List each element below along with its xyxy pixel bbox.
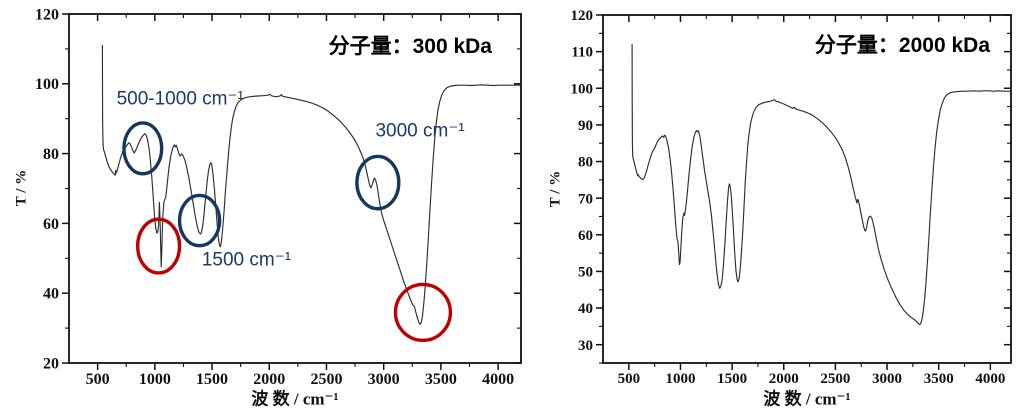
annotation-500-1000-band: 500-1000 cm⁻¹ — [116, 88, 244, 110]
y-tick-label: 100 — [571, 81, 594, 97]
x-tick-label: 3000 — [872, 371, 902, 387]
x-tick-label: 2500 — [310, 371, 342, 388]
y-tick-label: 40 — [43, 286, 59, 303]
right-x-axis-label: 波 数 / cm⁻¹ — [763, 389, 851, 409]
y-tick-label: 20 — [43, 355, 59, 372]
left-chart-title: 分子量：300 kDa — [328, 35, 492, 58]
y-tick-label: 70 — [578, 191, 593, 207]
spectrum-curve — [101, 44, 521, 325]
x-tick-label: 3500 — [425, 371, 457, 388]
left-x-axis-label: 波 数 / cm⁻¹ — [251, 389, 339, 409]
y-tick-label: 110 — [571, 45, 593, 61]
annotation-3000-band: 3000 cm⁻¹ — [375, 120, 465, 142]
x-tick-label: 1500 — [717, 371, 747, 387]
y-tick-label: 120 — [571, 8, 594, 24]
ftir-spectrum-300kda: 500 1000 1500 2000 2500 3000 3500 4000 20 40 60 80 1… — [35, 6, 522, 388]
y-tick-label: 50 — [578, 265, 593, 281]
y-tick-label: 80 — [43, 146, 59, 163]
x-tick-label: 4000 — [482, 371, 514, 388]
right-chart-title: 分子量：2000 kDa — [814, 34, 990, 57]
x-tick-label: 1500 — [196, 371, 228, 388]
highlight-circle — [177, 193, 222, 248]
y-tick-label: 80 — [578, 155, 593, 171]
x-tick-label: 4000 — [975, 371, 1005, 387]
x-tick-label: 1000 — [665, 371, 695, 387]
x-tick-label: 3000 — [368, 371, 400, 388]
x-tick-label: 2500 — [820, 371, 850, 387]
highlight-circle — [122, 121, 164, 176]
x-tick-label: 3500 — [924, 371, 954, 387]
plot-frame — [602, 14, 1012, 364]
y-tick-label: 90 — [578, 118, 593, 134]
y-tick-label: 60 — [43, 216, 59, 233]
y-tick-label: 100 — [35, 76, 59, 93]
highlight-circle — [355, 154, 401, 211]
x-tick-label: 2000 — [253, 371, 285, 388]
x-tick-label: 500 — [618, 371, 641, 387]
annotation-1500-band: 1500 cm⁻¹ — [201, 249, 292, 271]
y-tick-label: 60 — [578, 228, 593, 244]
left-y-axis-label: T / % — [13, 169, 30, 207]
y-tick-label: 30 — [578, 338, 593, 354]
x-tick-label: 1000 — [139, 371, 171, 388]
ftir-spectrum-2000kda: 500 1000 1500 2000 2500 3000 3500 4000 30 40 50 60 7… — [571, 8, 1012, 387]
right-y-axis-label: T / % — [547, 170, 564, 208]
x-tick-label: 2000 — [769, 371, 799, 387]
y-tick-label: 120 — [35, 6, 59, 23]
y-tick-label: 40 — [578, 301, 593, 317]
x-tick-label: 500 — [86, 371, 110, 388]
plot-frame — [68, 13, 522, 364]
highlight-circle — [135, 217, 182, 275]
highlight-circle — [393, 282, 453, 343]
spectrum-curve — [631, 43, 1011, 326]
